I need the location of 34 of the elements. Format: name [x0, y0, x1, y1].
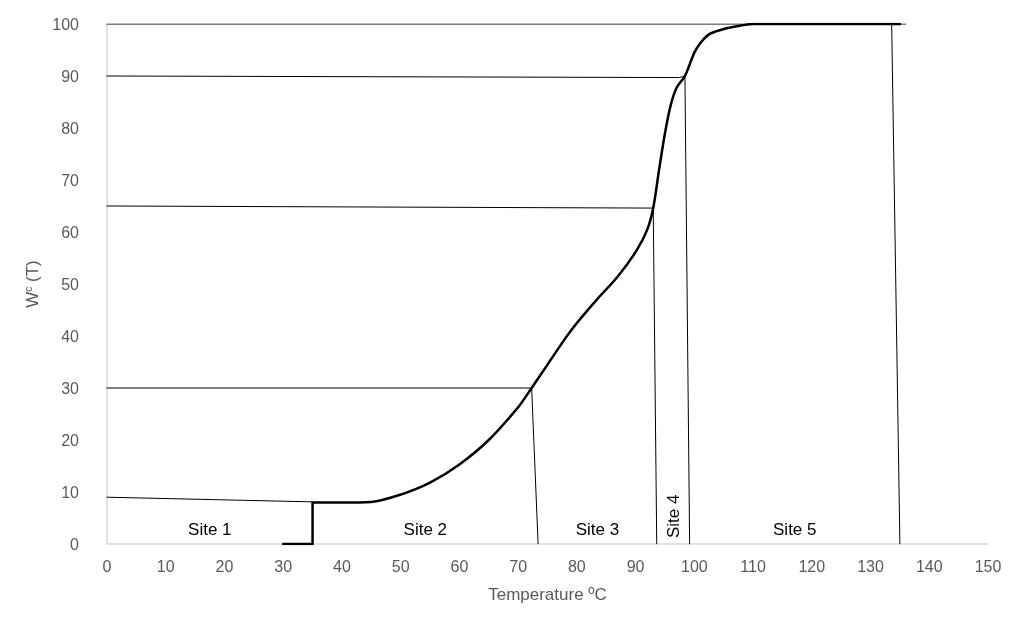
y-tick-label: 80	[61, 119, 80, 137]
y-axis-title: Wc (T)	[23, 260, 43, 308]
y-tick-label: 60	[61, 223, 80, 241]
y-tick-label: 90	[61, 67, 80, 85]
x-tick-label: 40	[333, 557, 351, 575]
x-tick-label: 30	[274, 557, 293, 575]
x-tick-label: 100	[680, 557, 708, 575]
x-tick-label: 120	[798, 557, 826, 575]
y-tick-label: 0	[70, 535, 80, 553]
y-tick-label: 70	[61, 171, 80, 189]
x-tick-label: 10	[156, 557, 175, 575]
annotation: Site 5	[773, 520, 817, 539]
y-tick-label: 10	[61, 483, 80, 501]
y-tick-label: 100	[52, 15, 80, 33]
x-axis-title: Temperature ºC	[488, 585, 607, 604]
x-tick-label: 20	[215, 557, 234, 575]
x-tick-label: 70	[509, 557, 528, 575]
x-tick-label: 60	[450, 557, 469, 575]
y-tick-label: 30	[61, 379, 80, 397]
annotation: Site 1	[188, 520, 232, 539]
y-tick-label: 50	[61, 275, 80, 293]
x-tick-label: 150	[974, 557, 1002, 575]
annotation: Site 2	[403, 520, 448, 539]
x-tick-label: 130	[857, 557, 884, 575]
y-tick-label: 20	[61, 431, 80, 449]
x-tick-label: 80	[567, 557, 586, 575]
x-tick-label: 50	[391, 557, 410, 575]
annotation: Site 3	[575, 520, 620, 539]
x-tick-label: 0	[102, 557, 112, 575]
annotation: Site 4	[663, 494, 683, 538]
x-tick-label: 110	[740, 557, 766, 575]
x-tick-label: 90	[626, 557, 645, 575]
x-tick-label: 140	[915, 557, 943, 575]
y-tick-label: 40	[61, 327, 80, 345]
